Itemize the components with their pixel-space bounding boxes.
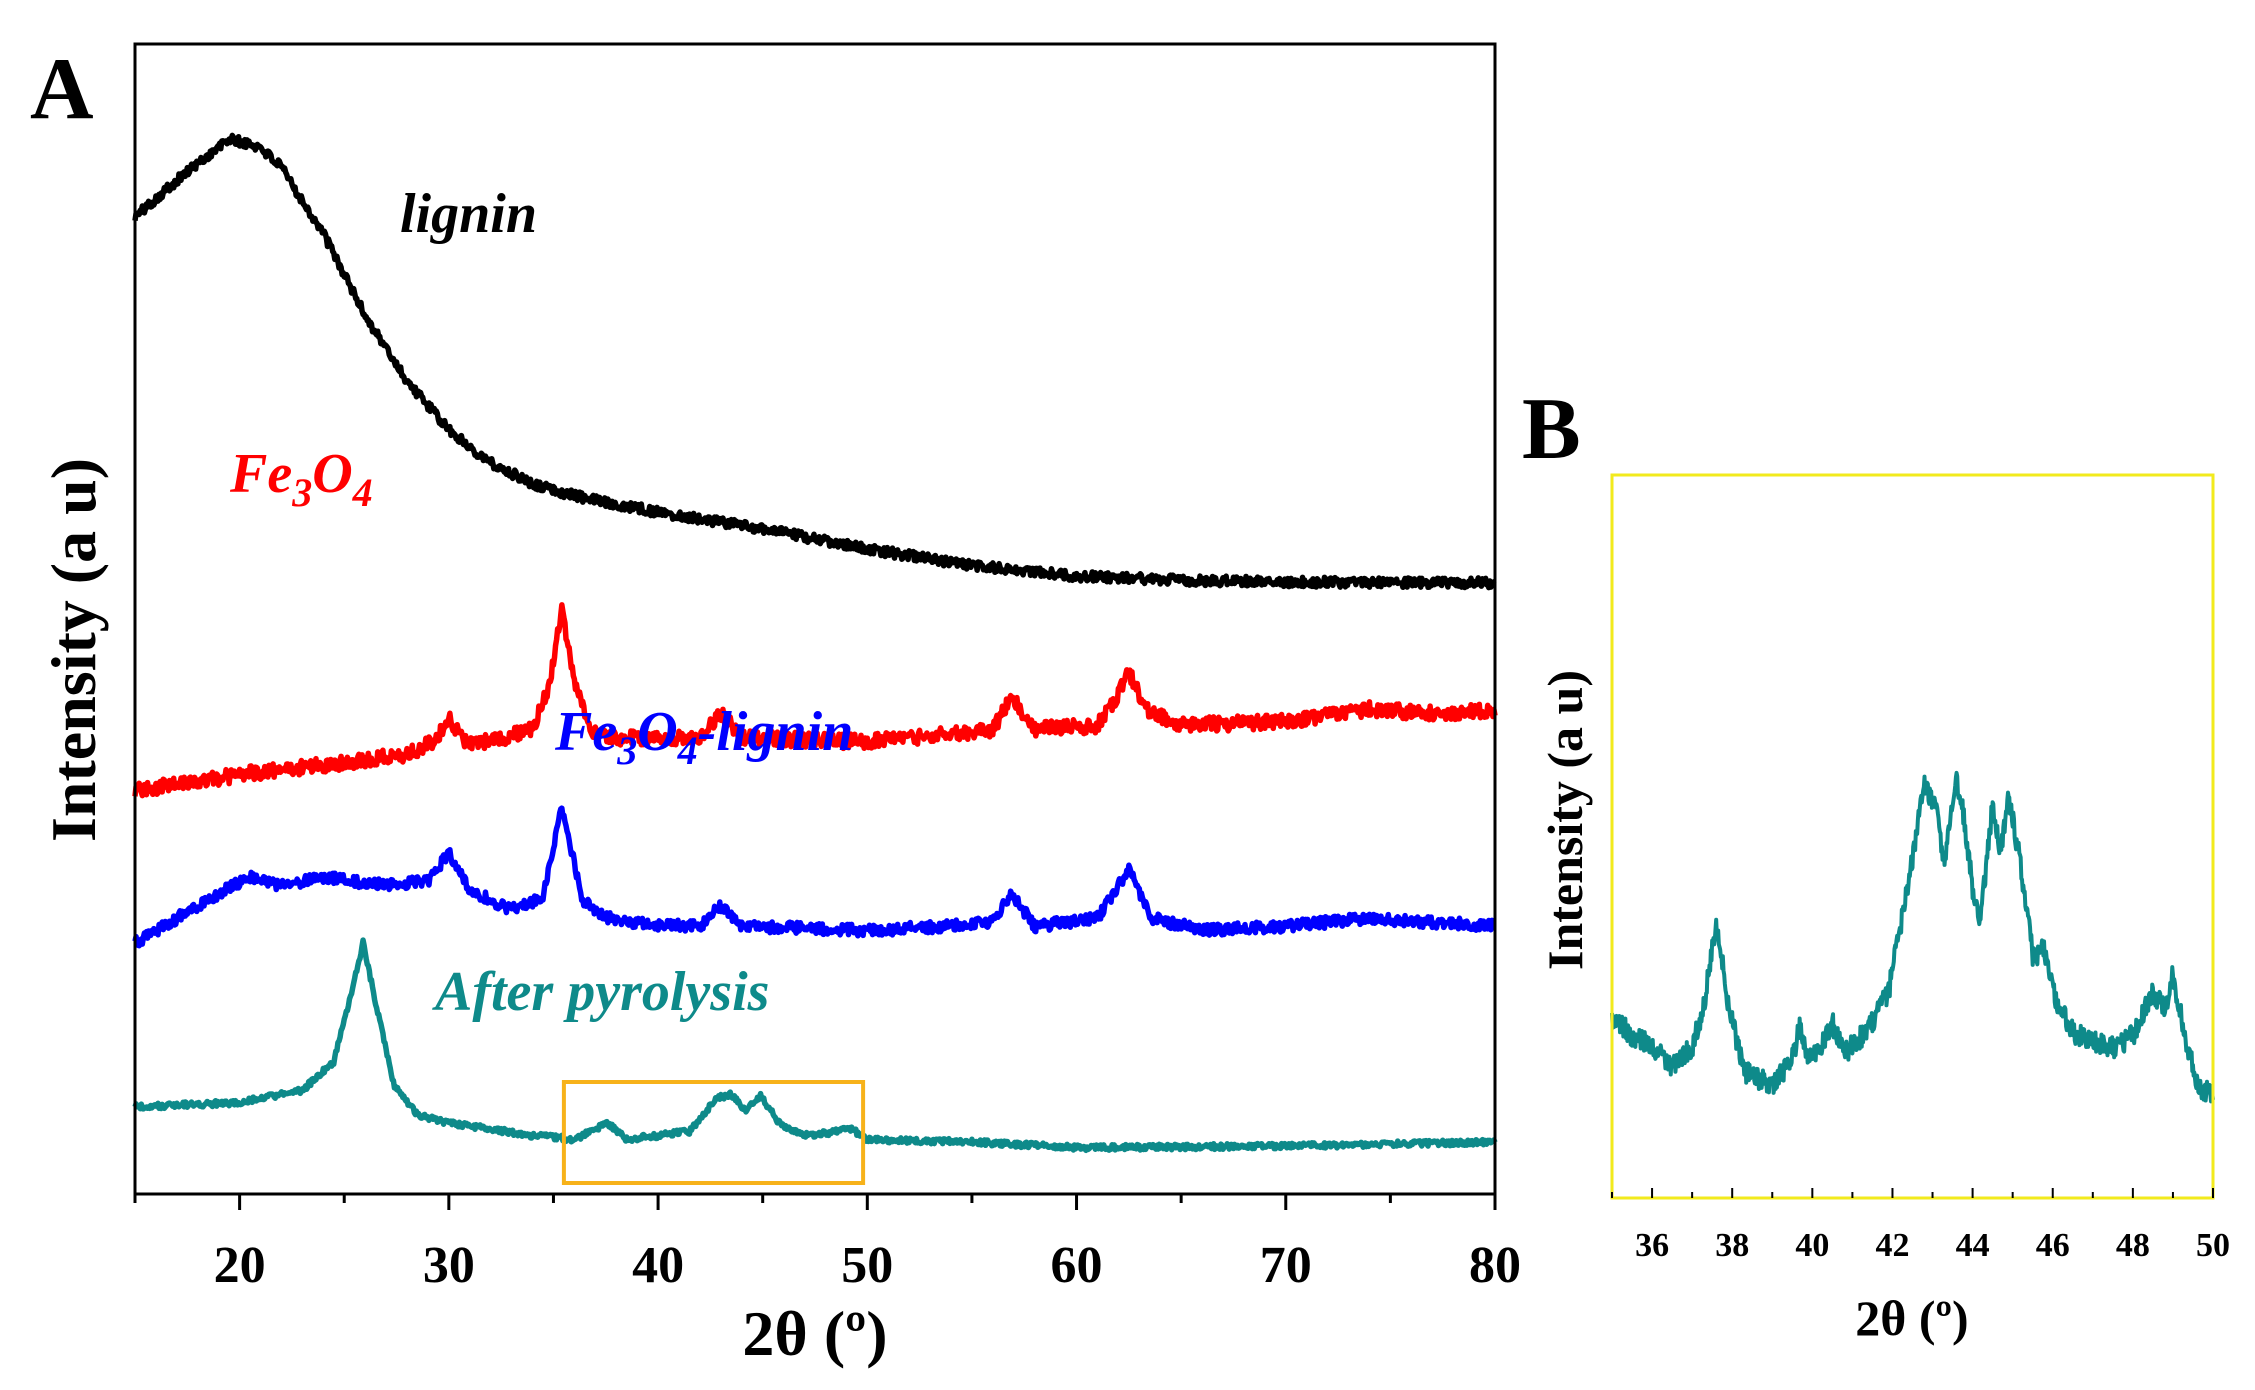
panel-b-y-axis-title: Intensity (a u) xyxy=(1537,670,1593,970)
x-tick-label-50: 50 xyxy=(841,1237,893,1294)
panel-b-plot-frame xyxy=(1610,473,2215,1200)
b-x-tick-label-48: 48 xyxy=(2116,1227,2150,1264)
x-tick-label-80: 80 xyxy=(1469,1237,1521,1294)
series-label-lignin: lignin xyxy=(400,183,537,245)
x-tick-label-20: 20 xyxy=(214,1237,266,1294)
panel-b: B 36 38 40 42 44 46 48 50 2θ (º) Intensity (a u… xyxy=(1522,381,2230,1346)
panel-b-letter: B xyxy=(1522,381,1581,478)
panel-a: A 20 30 40 50 60 70 80 2θ (º) Intensity (a u) … xyxy=(30,41,1521,1369)
x-tick-label-60: 60 xyxy=(1051,1237,1103,1294)
b-x-tick-label-46: 46 xyxy=(2036,1227,2070,1264)
series-line-lignin xyxy=(132,132,1497,591)
x-tick-label-40: 40 xyxy=(632,1237,684,1294)
panel-b-x-axis-title: 2θ (º) xyxy=(1855,1290,1968,1346)
x-tick-label-70: 70 xyxy=(1260,1237,1312,1294)
series-line-zoom xyxy=(1610,770,2215,1104)
panel-a-inset-highlight-box xyxy=(561,1080,866,1185)
series-label-fe3o4-lignin: Fe3O4-lignin xyxy=(554,701,853,773)
b-x-tick-label-38: 38 xyxy=(1715,1227,1749,1264)
b-x-tick-label-42: 42 xyxy=(1875,1227,1909,1264)
panel-a-plot-frame xyxy=(133,42,1497,1196)
panel-b-x-tick-labels: 36 38 40 42 44 46 48 50 xyxy=(1635,1227,2230,1264)
b-x-tick-label-40: 40 xyxy=(1795,1227,1829,1264)
panel-b-x-ticks xyxy=(1611,1188,2214,1198)
panel-a-x-ticks xyxy=(133,1194,1497,1210)
panel-a-x-tick-labels: 20 30 40 50 60 70 80 xyxy=(214,1237,1521,1294)
panel-a-series-layer xyxy=(132,132,1498,1154)
panel-b-series-layer xyxy=(1610,770,2215,1104)
b-x-tick-label-50: 50 xyxy=(2196,1227,2230,1264)
series-line-fe3o4-lignin xyxy=(132,805,1497,949)
series-label-fe3o4: Fe3O4 xyxy=(229,443,373,515)
series-line-after-pyrolysis xyxy=(132,937,1498,1154)
b-x-tick-label-36: 36 xyxy=(1635,1227,1669,1264)
panel-a-letter: A xyxy=(30,41,94,138)
series-line-fe3o4 xyxy=(132,602,1498,799)
panel-a-x-axis-title: 2θ (º) xyxy=(742,1298,887,1369)
b-x-tick-label-44: 44 xyxy=(1956,1227,1990,1264)
panel-a-y-axis-title: Intensity (a u) xyxy=(38,458,109,842)
x-tick-label-30: 30 xyxy=(423,1237,475,1294)
series-label-after-pyrolysis: After pyrolysis xyxy=(432,961,769,1023)
